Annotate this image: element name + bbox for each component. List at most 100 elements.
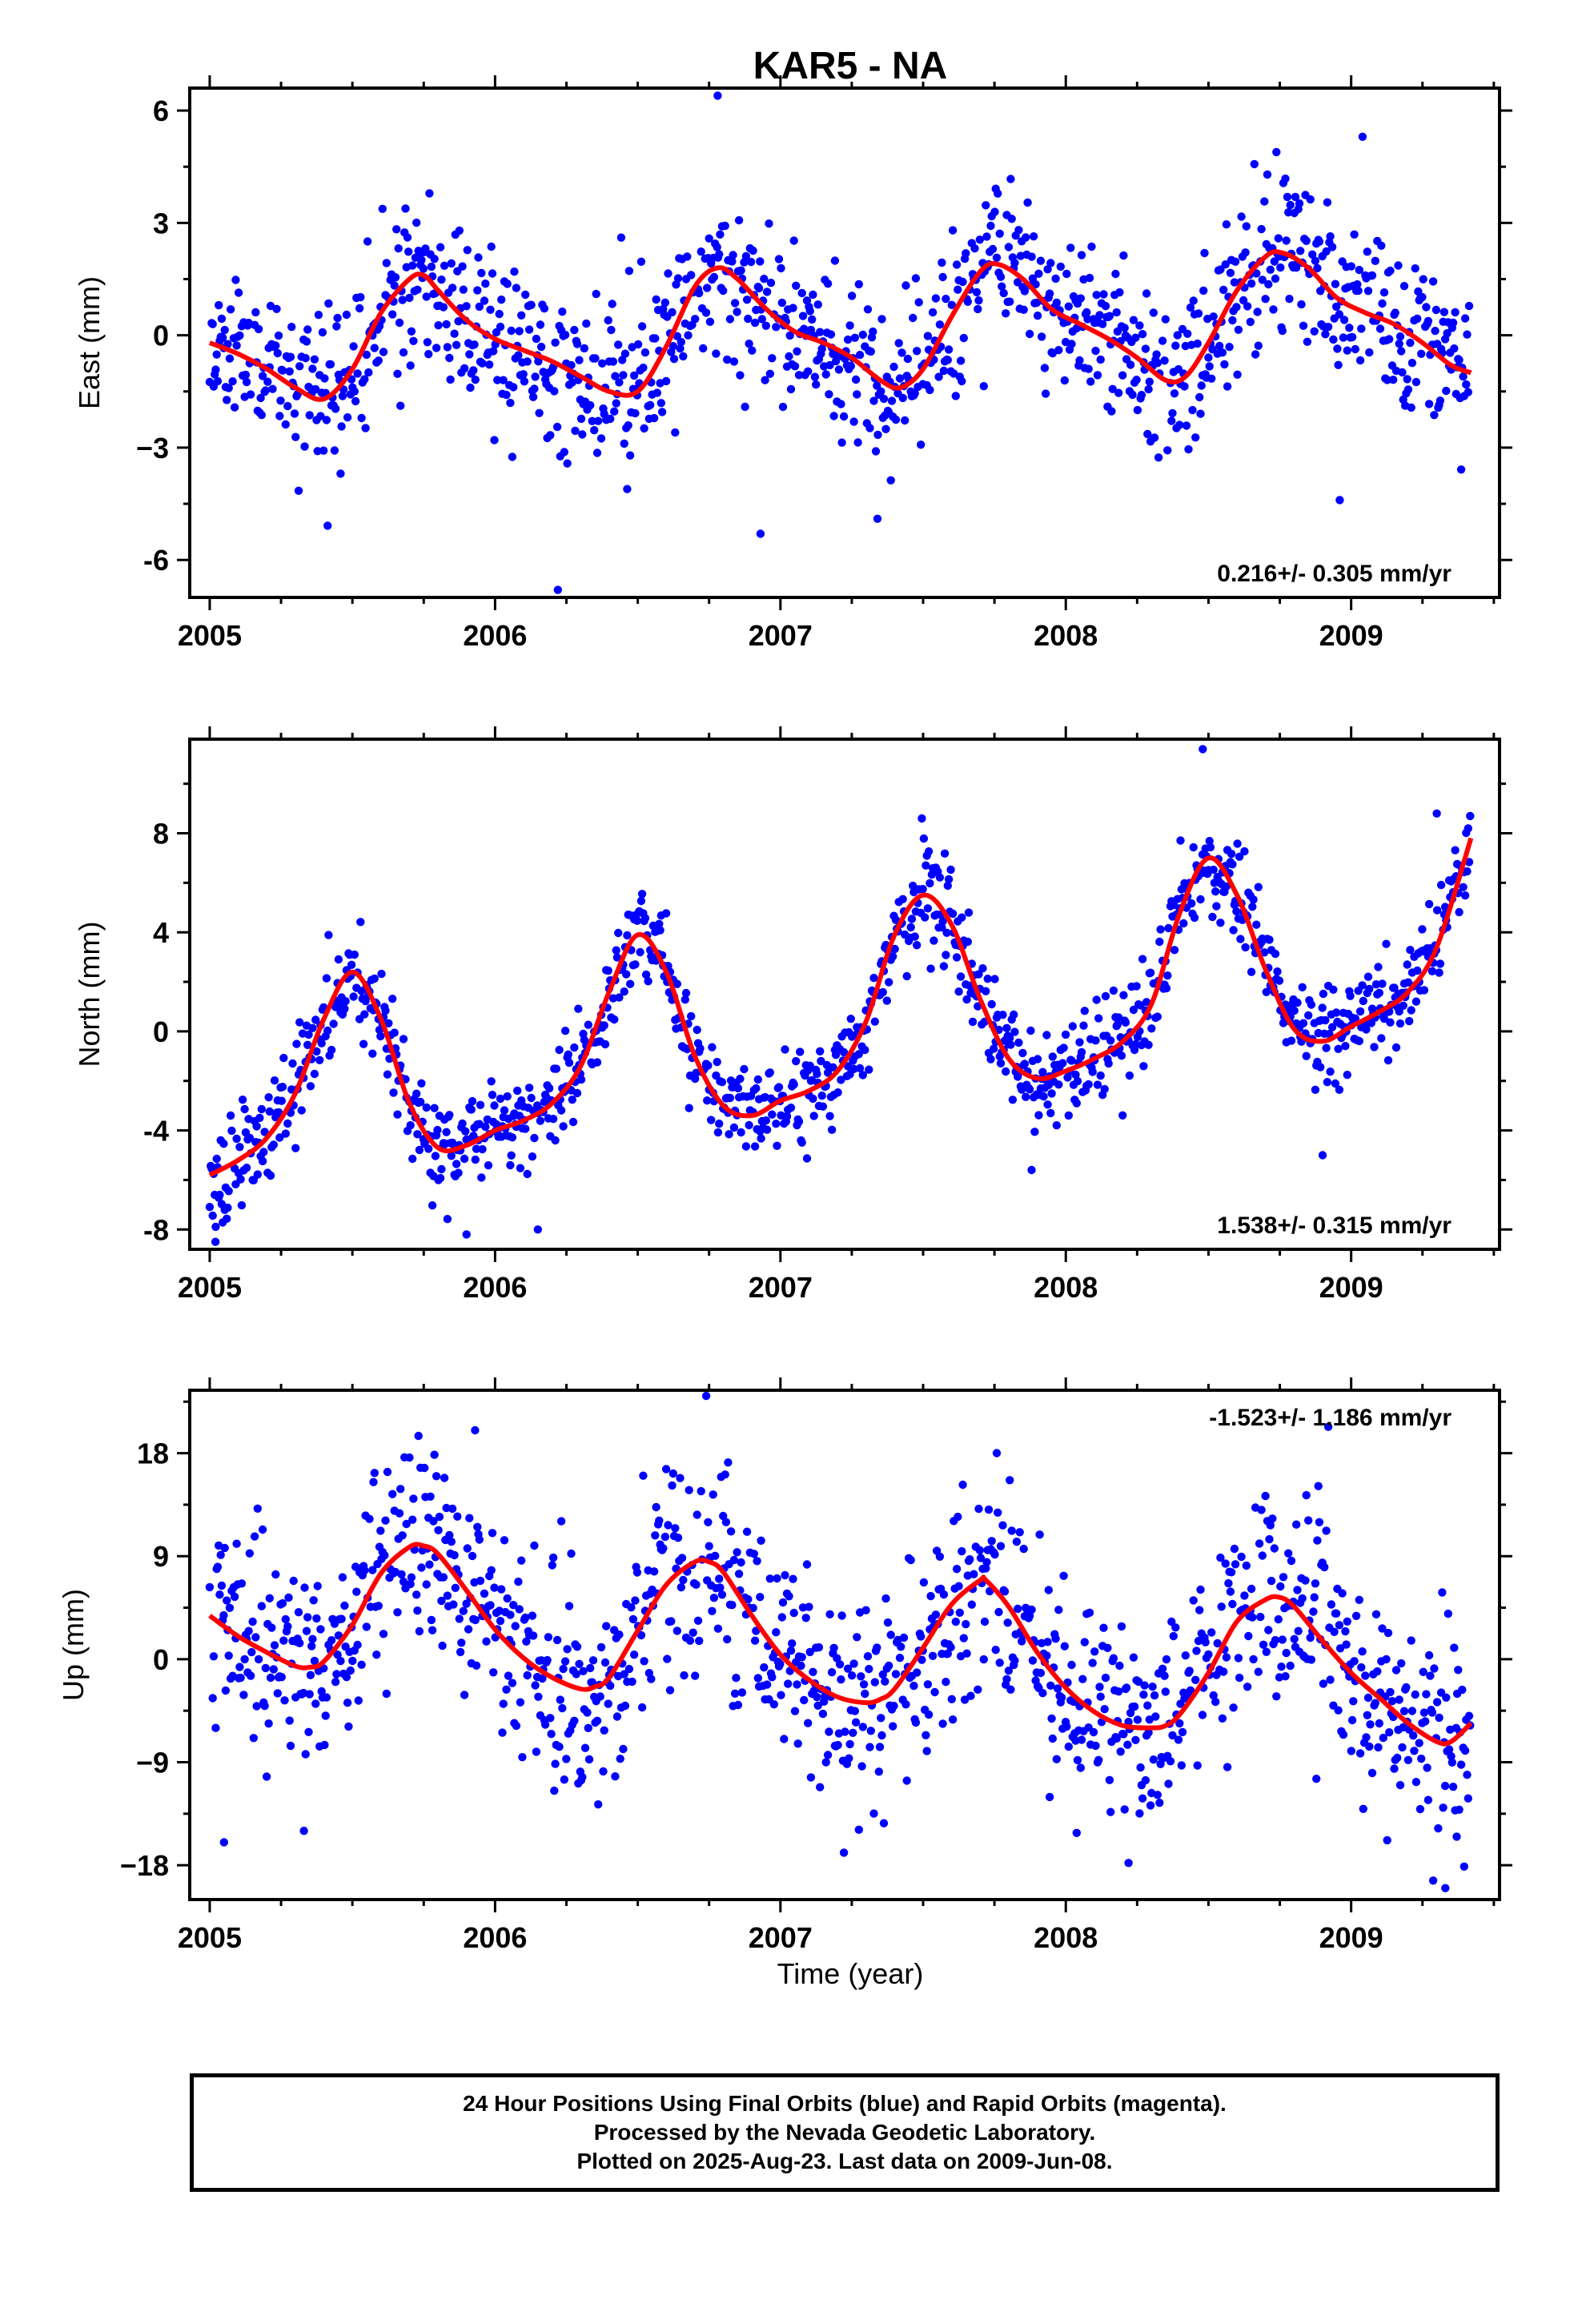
data-point (556, 1517, 566, 1526)
data-point (520, 377, 529, 386)
data-point (1022, 233, 1030, 242)
data-point (1141, 344, 1150, 353)
data-point (211, 1237, 220, 1246)
data-point (283, 401, 292, 411)
data-point (1413, 966, 1422, 975)
data-point (849, 1728, 857, 1737)
data-point (1338, 1589, 1347, 1598)
data-point (235, 1663, 244, 1671)
data-point (737, 1688, 747, 1697)
data-point (405, 1453, 414, 1462)
plot-frame (188, 1389, 1501, 1901)
data-point (580, 344, 588, 353)
data-point (885, 978, 893, 987)
data-point (270, 1641, 279, 1650)
data-point (352, 1587, 361, 1596)
data-point (652, 1502, 661, 1512)
data-point (1355, 1595, 1364, 1605)
data-point (567, 360, 576, 370)
data-point (1164, 923, 1173, 933)
data-point (1318, 1151, 1327, 1160)
data-point (615, 1630, 624, 1639)
data-point (1160, 356, 1169, 365)
data-point (809, 1667, 817, 1676)
data-point (1297, 300, 1306, 309)
data-point (1406, 338, 1415, 348)
data-point (847, 292, 857, 300)
y-tick-label: 0 (153, 1643, 169, 1676)
data-point (1057, 1693, 1066, 1702)
data-point (450, 1550, 459, 1560)
data-point (909, 1681, 918, 1691)
data-point (1205, 362, 1214, 371)
data-point (606, 1681, 615, 1691)
data-point (443, 1215, 452, 1224)
data-point (322, 974, 331, 983)
data-point (703, 283, 712, 292)
data-point (705, 317, 715, 326)
data-point (942, 1678, 950, 1687)
data-point (508, 1679, 517, 1687)
data-point (320, 374, 329, 383)
data-point (555, 1045, 564, 1055)
data-point (1221, 1559, 1230, 1568)
data-point (685, 1636, 695, 1645)
data-point (261, 386, 270, 395)
x-tick-label: 2007 (749, 619, 813, 652)
data-point (1162, 983, 1171, 993)
data-point (765, 1068, 774, 1077)
data-point (805, 307, 814, 316)
data-point (1377, 241, 1386, 250)
data-point (1191, 433, 1200, 442)
data-point (948, 909, 958, 919)
data-point (1319, 989, 1328, 999)
data-point (1002, 1067, 1010, 1076)
data-point (413, 285, 422, 294)
data-point (1411, 1690, 1419, 1699)
data-point (432, 1472, 441, 1481)
data-point (705, 1542, 713, 1550)
data-point (1277, 1663, 1286, 1671)
data-point (734, 215, 744, 225)
data-point (938, 272, 947, 282)
data-point (855, 351, 865, 360)
data-point (804, 367, 813, 376)
data-point (679, 1575, 688, 1585)
data-point (815, 1783, 825, 1791)
data-point (1058, 1059, 1067, 1068)
data-point (1231, 257, 1240, 266)
data-point (1462, 380, 1471, 389)
data-point (877, 387, 885, 396)
rate-annotation: 0.216+/- 0.305 mm/yr (1217, 561, 1452, 587)
data-point (1375, 988, 1384, 998)
y-tick-label: -8 (143, 1213, 169, 1246)
data-point (924, 847, 934, 856)
data-point (1285, 295, 1294, 304)
data-point (982, 232, 991, 241)
data-point (1088, 1068, 1097, 1076)
data-point (1143, 1701, 1152, 1710)
data-point (1185, 1667, 1194, 1675)
data-point (208, 320, 217, 328)
data-point (253, 1504, 262, 1514)
data-point (865, 1065, 873, 1074)
data-point (518, 1753, 527, 1762)
data-point (1220, 360, 1229, 369)
data-point (829, 412, 838, 420)
data-point (422, 1580, 431, 1589)
data-point (399, 1577, 408, 1586)
data-point (278, 366, 287, 375)
data-point (615, 378, 624, 387)
data-point (1215, 341, 1224, 351)
data-point (1194, 309, 1203, 318)
data-point (477, 268, 486, 278)
data-point (1375, 1719, 1384, 1728)
data-point (995, 1659, 1004, 1667)
data-point (733, 1548, 741, 1557)
data-point (1130, 1702, 1139, 1711)
data-point (1451, 308, 1460, 317)
data-point (413, 1130, 422, 1139)
data-point (1041, 389, 1050, 398)
data-point (1042, 1651, 1051, 1660)
data-point (990, 1550, 999, 1559)
